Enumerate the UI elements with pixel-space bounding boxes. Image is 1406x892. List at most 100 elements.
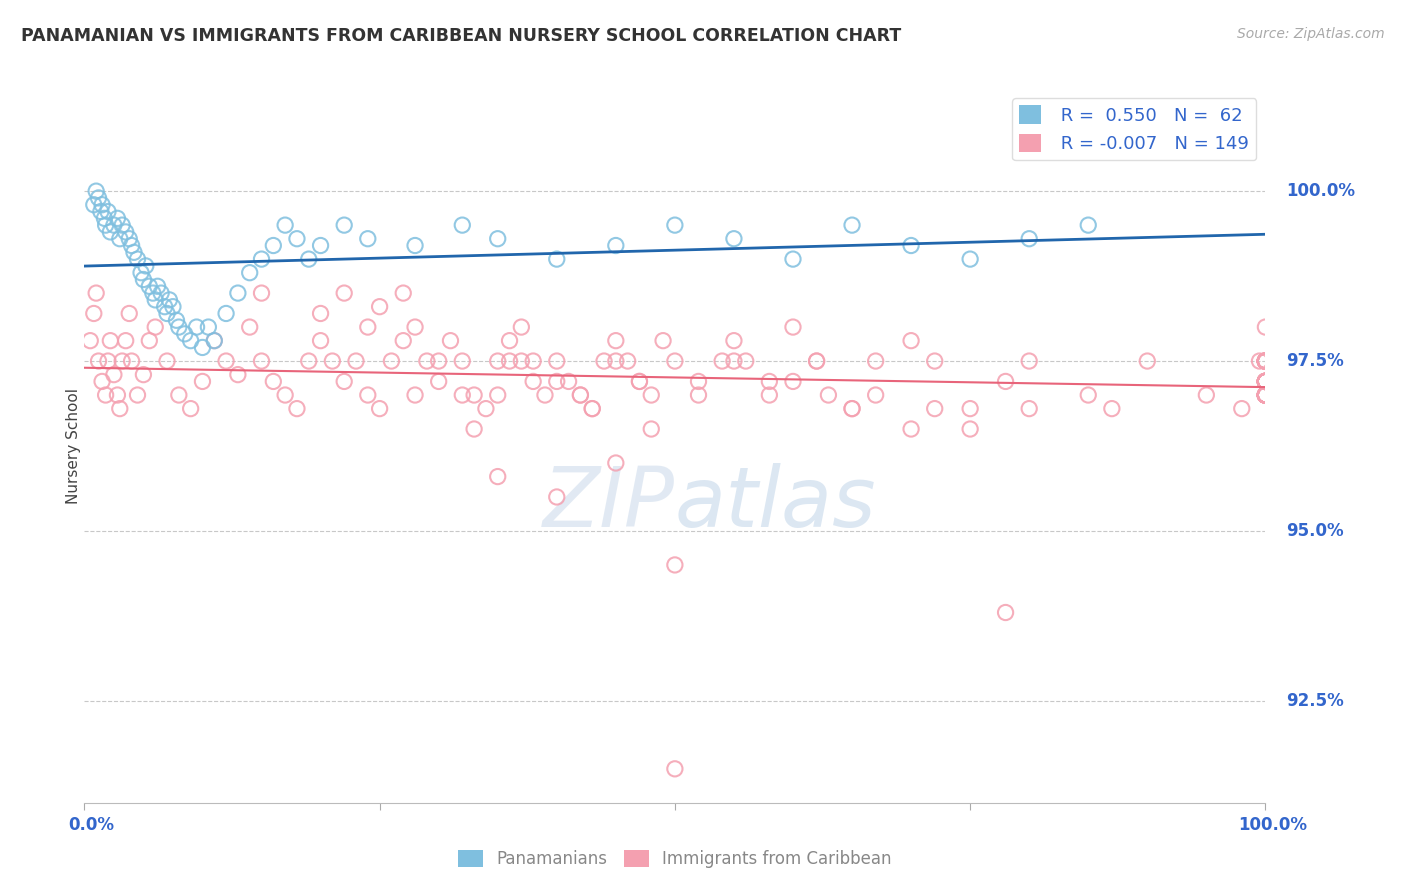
Point <box>157 293 180 307</box>
Point <box>688 388 710 402</box>
Point <box>143 320 166 334</box>
Point <box>1254 354 1277 368</box>
Text: 97.5%: 97.5% <box>1286 352 1344 370</box>
Point <box>1254 354 1277 368</box>
Point <box>1254 388 1277 402</box>
Point <box>1254 354 1277 368</box>
Point <box>451 388 474 402</box>
Point <box>522 375 544 389</box>
Point <box>510 354 533 368</box>
Point <box>309 238 332 252</box>
Point <box>806 354 828 368</box>
Point <box>156 354 179 368</box>
Point <box>640 388 662 402</box>
Point <box>142 286 165 301</box>
Point <box>546 375 568 389</box>
Point <box>1018 354 1040 368</box>
Point <box>129 266 152 280</box>
Point <box>1254 375 1277 389</box>
Point <box>1254 388 1277 402</box>
Text: 100.0%: 100.0% <box>1237 816 1308 834</box>
Point <box>1254 375 1277 389</box>
Point <box>103 368 125 382</box>
Point <box>167 388 190 402</box>
Point <box>1254 388 1277 402</box>
Point <box>486 232 509 246</box>
Point <box>1254 388 1277 402</box>
Point <box>114 225 136 239</box>
Point <box>723 232 745 246</box>
Point <box>1254 354 1277 368</box>
Point <box>1254 375 1277 389</box>
Point <box>1254 375 1277 389</box>
Point <box>368 401 391 416</box>
Point <box>616 354 638 368</box>
Point <box>98 334 121 348</box>
Point <box>127 388 149 402</box>
Point <box>475 401 498 416</box>
Point <box>806 354 828 368</box>
Point <box>817 388 839 402</box>
Point <box>143 293 166 307</box>
Point <box>1254 388 1277 402</box>
Point <box>404 238 426 252</box>
Point <box>91 198 114 212</box>
Legend:  R =  0.550   N =  62,  R = -0.007   N = 149: R = 0.550 N = 62, R = -0.007 N = 149 <box>1012 98 1257 161</box>
Point <box>1254 375 1277 389</box>
Point <box>404 388 426 402</box>
Point <box>150 286 173 301</box>
Point <box>605 238 627 252</box>
Point <box>333 286 356 301</box>
Point <box>664 558 686 572</box>
Point <box>1254 320 1277 334</box>
Point <box>865 354 887 368</box>
Point <box>215 354 238 368</box>
Point <box>628 375 651 389</box>
Point <box>652 334 675 348</box>
Point <box>1136 354 1159 368</box>
Point <box>83 306 105 320</box>
Text: ZIP: ZIP <box>543 463 675 543</box>
Point <box>1254 388 1277 402</box>
Point <box>108 232 131 246</box>
Point <box>1254 375 1277 389</box>
Point <box>1254 354 1277 368</box>
Point <box>1254 388 1277 402</box>
Text: 95.0%: 95.0% <box>1286 522 1344 540</box>
Point <box>581 401 603 416</box>
Point <box>664 762 686 776</box>
Point <box>1254 388 1277 402</box>
Point <box>186 320 208 334</box>
Text: atlas: atlas <box>675 463 876 543</box>
Point <box>215 306 238 320</box>
Point <box>994 606 1017 620</box>
Point <box>628 375 651 389</box>
Point <box>262 375 284 389</box>
Point <box>486 469 509 483</box>
Point <box>226 286 249 301</box>
Point <box>1254 375 1277 389</box>
Point <box>380 354 402 368</box>
Point <box>924 354 946 368</box>
Point <box>959 422 981 436</box>
Point <box>368 300 391 314</box>
Text: 92.5%: 92.5% <box>1286 692 1344 710</box>
Point <box>498 334 520 348</box>
Point <box>1249 354 1271 368</box>
Point <box>959 401 981 416</box>
Text: 100.0%: 100.0% <box>1286 182 1355 200</box>
Point <box>135 259 157 273</box>
Point <box>723 334 745 348</box>
Point <box>1254 388 1277 402</box>
Point <box>153 300 176 314</box>
Point <box>90 204 112 219</box>
Point <box>640 422 662 436</box>
Point <box>202 334 225 348</box>
Point <box>107 388 129 402</box>
Point <box>98 225 121 239</box>
Point <box>173 326 195 341</box>
Point <box>239 320 262 334</box>
Point <box>1254 375 1277 389</box>
Point <box>865 388 887 402</box>
Point <box>1254 375 1277 389</box>
